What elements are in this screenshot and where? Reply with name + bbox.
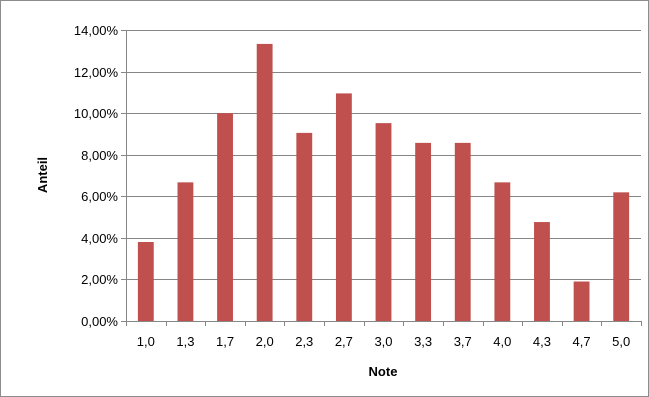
y-tick-label: 12,00% [74, 65, 119, 80]
y-tick-label: 0,00% [81, 314, 118, 329]
bar [177, 182, 194, 321]
y-tick-label: 8,00% [81, 148, 118, 163]
x-tick-label: 2,0 [256, 334, 274, 349]
x-tick-label: 1,7 [216, 334, 234, 349]
x-tick-label: 5,0 [612, 334, 630, 349]
bar [415, 142, 432, 321]
y-tick-labels: 0,00% 2,00% 4,00% 6,00% 8,00% 10,00% 12,00% 14,… [74, 23, 119, 329]
x-tick-label: 2,7 [335, 334, 353, 349]
bar [534, 222, 550, 321]
y-axis-title: Anteil [35, 157, 50, 193]
bar [296, 132, 313, 321]
bar [137, 242, 154, 321]
x-tick-labels: 1,0 1,3 1,7 2,0 2,3 2,7 3,0 3,3 3,7 4,0 4,3 4,7 5,0 [137, 334, 630, 349]
bar [454, 142, 471, 321]
y-tick-label: 14,00% [74, 23, 119, 38]
y-tick-label: 4,00% [81, 231, 118, 246]
x-tick-label: 3,0 [374, 334, 392, 349]
bar [256, 43, 273, 322]
x-tick-label: 2,3 [295, 334, 313, 349]
x-tick-label: 4,3 [533, 334, 551, 349]
bar [335, 93, 352, 322]
y-tick-label: 6,00% [81, 189, 118, 204]
axes [121, 30, 642, 326]
x-tick-label: 3,7 [454, 334, 472, 349]
y-tick-label: 2,00% [81, 272, 118, 287]
x-axis-title: Note [369, 364, 398, 379]
bar [375, 123, 392, 322]
bar [217, 113, 233, 321]
x-tick-label: 4,0 [493, 334, 511, 349]
y-tick-label: 10,00% [74, 106, 119, 121]
x-tick-label: 1,3 [176, 334, 194, 349]
x-tick-label: 4,7 [573, 334, 591, 349]
bar [573, 281, 590, 321]
bar [613, 192, 630, 321]
bar [494, 182, 511, 321]
x-tick-label: 1,0 [137, 334, 155, 349]
bars [137, 43, 630, 322]
gridlines [126, 30, 641, 280]
x-tick-label: 3,3 [414, 334, 432, 349]
